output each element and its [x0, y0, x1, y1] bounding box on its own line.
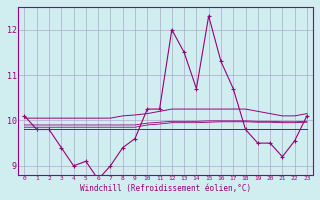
X-axis label: Windchill (Refroidissement éolien,°C): Windchill (Refroidissement éolien,°C)	[80, 184, 251, 193]
